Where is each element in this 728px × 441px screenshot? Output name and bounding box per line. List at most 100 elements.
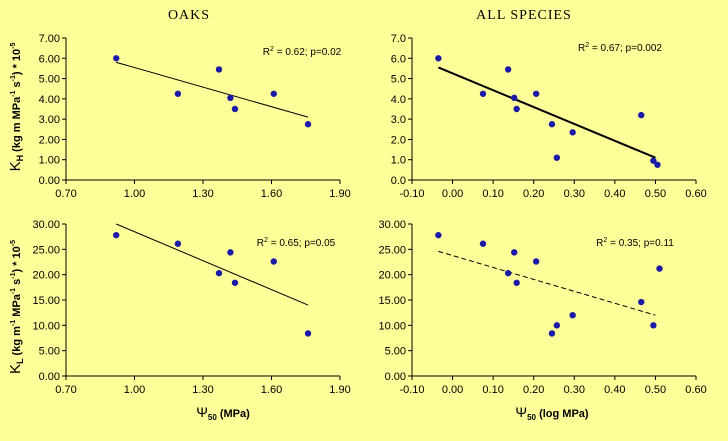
data-point [227, 249, 234, 256]
y-axis-label-kh-close: ) * 10 [11, 49, 23, 75]
data-point [656, 265, 663, 272]
y-tick-label: 4.0 [391, 94, 406, 106]
column-title-all-species: ALL SPECIES [476, 8, 572, 23]
panel-top-left: 0.00 1.00 2.00 3.00 4.00 5.00 6.00 7.00 0.70 1.00… [39, 33, 351, 200]
x-axis-label-right-text: (log MPa) [536, 408, 589, 420]
x-tick-label: 1.00 [124, 384, 145, 396]
data-point [174, 90, 182, 97]
x-tick-label: 0.60 [685, 384, 706, 396]
trendline [437, 66, 656, 159]
y-tick-label: 0.00 [39, 371, 60, 383]
y-tick-label: 20.00 [32, 270, 60, 282]
x-tick-label: 0.10 [482, 384, 503, 396]
data-point [548, 121, 556, 128]
y-axis-label-kl: KL (kg m-1 MPa-1 s-1) * 10-5 [7, 240, 25, 374]
data-point [511, 94, 518, 102]
y-axis-label-kh-sub: H [15, 155, 25, 162]
x-tick-label: 0.20 [523, 188, 544, 200]
y-tick-label: 0.00 [39, 175, 60, 187]
y-tick-label: 25.00 [378, 244, 406, 256]
x-tick-label: 0.30 [564, 188, 585, 200]
x-tick-label: 0.20 [523, 384, 544, 396]
x-axis-label-psi50-log-mpa: Ψ50 (log MPa) [515, 404, 588, 422]
y-axis-label-kh-exp3: -5 [10, 43, 17, 49]
data-point [532, 258, 540, 265]
y-axis-label-kl-exp1: -1 [10, 320, 17, 326]
x-axis-label-right-sub: 50 [527, 413, 536, 422]
annotation-r: R [596, 238, 603, 249]
trendline [116, 223, 309, 306]
annotation-stats: R2 = 0.62; p=0.02 [263, 46, 342, 58]
y-tick-label: 20.00 [378, 270, 406, 282]
annotation-r: R [263, 47, 270, 58]
data-point [650, 157, 657, 164]
data-point [270, 258, 277, 265]
data-point [174, 240, 182, 247]
data-point [569, 312, 576, 319]
data-point [513, 105, 520, 113]
x-tick-label: 1.00 [124, 188, 145, 200]
data-point [569, 129, 576, 136]
y-tick-label: 3.00 [39, 114, 60, 126]
trendline [116, 61, 309, 118]
y-axis-label-kh: KH (kg m MPa-1 s-1) * 10-5 [7, 43, 25, 172]
y-tick-label: 6.00 [39, 53, 60, 65]
y-tick-label: 3.0 [391, 114, 406, 126]
y-tick-label: 1.00 [39, 155, 60, 167]
y-tick-label: 7.00 [39, 33, 60, 45]
data-point [231, 105, 239, 113]
y-axis-label-kh-exp1: -1 [10, 90, 17, 96]
data-point [479, 240, 487, 247]
trendline [438, 250, 656, 316]
annotation-sup: 2 [270, 46, 274, 53]
panel-bottom-left: 0.00 5.00 10.00 15.00 20.00 25.00 30.00 0.70 1.0… [32, 219, 350, 396]
y-tick-label: 6.0 [391, 53, 406, 65]
y-tick-label: 2.00 [39, 134, 60, 146]
data-point [304, 121, 312, 128]
x-axis-label-left-text: (MPa) [217, 408, 250, 420]
y-tick-label: 10.00 [32, 320, 60, 332]
y-axis-label-kl-exp4: -5 [10, 240, 17, 246]
x-tick-label: 0.50 [645, 188, 666, 200]
y-tick-label: 15.00 [32, 295, 60, 307]
annotation-text: = 0.62; p=0.02 [274, 47, 342, 58]
y-axis-label-kl-close: ) * 10 [11, 246, 23, 272]
y-tick-label: 15.00 [378, 295, 406, 307]
x-tick-label: 0.30 [564, 384, 585, 396]
annotation-sup: 2 [264, 237, 268, 244]
data-point [435, 231, 442, 239]
column-title-oaks: OAKS [168, 8, 210, 23]
data-point [553, 154, 561, 161]
y-tick-label: 5.00 [385, 346, 406, 358]
x-tick-label: 0.70 [55, 384, 76, 396]
data-point [654, 161, 661, 168]
annotation-r: R [257, 238, 264, 249]
y-axis-label-kl-sub: L [15, 358, 25, 364]
x-tick-label: 0.40 [604, 188, 625, 200]
annotation-text: = 0.67; p=0.002 [589, 43, 662, 54]
y-axis-label-kl-text: (kg m [11, 326, 23, 359]
data-point [304, 330, 312, 337]
annotation-stats: R2 = 0.67; p=0.002 [578, 42, 662, 54]
data-point [553, 322, 561, 329]
data-point [548, 330, 556, 337]
data-point [638, 111, 645, 119]
y-tick-label: 1.0 [391, 155, 406, 167]
annotation-sup: 2 [603, 237, 607, 244]
data-point [532, 90, 540, 97]
y-tick-label: 10.00 [378, 320, 406, 332]
y-axis-label-kh-mid: s [11, 81, 23, 90]
x-tick-label: 0.40 [604, 384, 625, 396]
x-axis-label-psi50-mpa: Ψ50 (MPa) [196, 404, 250, 422]
x-axis-label-left-sub: 50 [208, 413, 217, 422]
y-axis-label-kl-symbol: K [7, 364, 24, 374]
annotation-stats: R2 = 0.35; p=0.11 [596, 237, 674, 249]
x-tick-label: 0.10 [482, 188, 503, 200]
data-point [504, 269, 512, 277]
data-point [270, 90, 277, 97]
annotation-stats: R2 = 0.65; p=0.05 [257, 237, 336, 249]
y-tick-label: 0.0 [391, 175, 406, 187]
